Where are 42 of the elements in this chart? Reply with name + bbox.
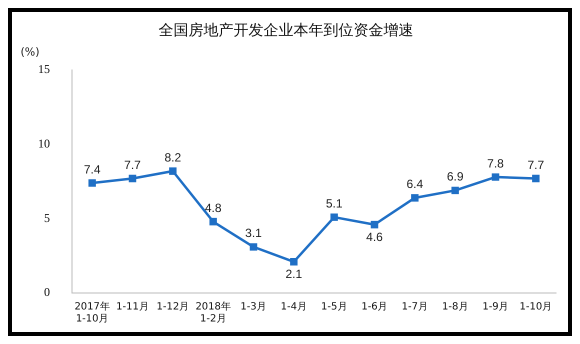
point (532, 174, 540, 182)
x-tick-label: 1-4月 (280, 302, 308, 313)
x-tick-label: 2017年 1-10月 (74, 300, 110, 325)
x-tick-label: 1-5月 (320, 302, 348, 313)
point (330, 213, 338, 221)
y-tick-label: 15 (38, 62, 50, 76)
data-label: 5.1 (326, 196, 343, 210)
data-label: 8.2 (164, 150, 182, 164)
point (250, 243, 258, 251)
data-label: 7.7 (527, 158, 544, 172)
data-label: 4.6 (366, 230, 384, 244)
x-tick-label: 1-9月 (482, 302, 509, 313)
y-tick-label: 10 (38, 136, 50, 150)
x-tick-label: 1-8月 (442, 302, 468, 313)
data-label: 2.1 (285, 267, 302, 282)
x-tick-label: 1-11月 (116, 302, 149, 313)
point (290, 258, 298, 266)
data-label: 7.8 (487, 156, 504, 170)
point (451, 186, 459, 194)
point (169, 167, 177, 175)
x-tick-label: 1-6月 (361, 302, 388, 313)
y-tick-label: 0 (44, 285, 50, 300)
chart-title: 全国房地产开发企业本年到位资金增速 (158, 20, 414, 39)
data-label: 7.4 (84, 162, 101, 176)
point (370, 220, 378, 228)
x-tick-label: 1-3月 (240, 302, 267, 313)
x-tick-label: 1-10月 (519, 302, 552, 313)
data-label: 7.7 (124, 158, 142, 172)
data-label: 3.1 (245, 226, 262, 240)
point (209, 218, 217, 226)
data-label: 6.9 (446, 170, 464, 184)
x-tick-label: 2018年 1-2月 (195, 300, 231, 325)
point (88, 179, 96, 187)
y-axis-title: (%) (20, 45, 40, 58)
point (411, 194, 419, 202)
data-label: 4.8 (204, 200, 222, 215)
x-tick-label: 1-12月 (156, 302, 190, 313)
y-tick-label: 5 (44, 210, 50, 225)
point (492, 173, 500, 181)
point (128, 174, 136, 182)
x-tick-label: 1-7月 (402, 302, 428, 313)
data-label: 6.4 (406, 177, 424, 192)
